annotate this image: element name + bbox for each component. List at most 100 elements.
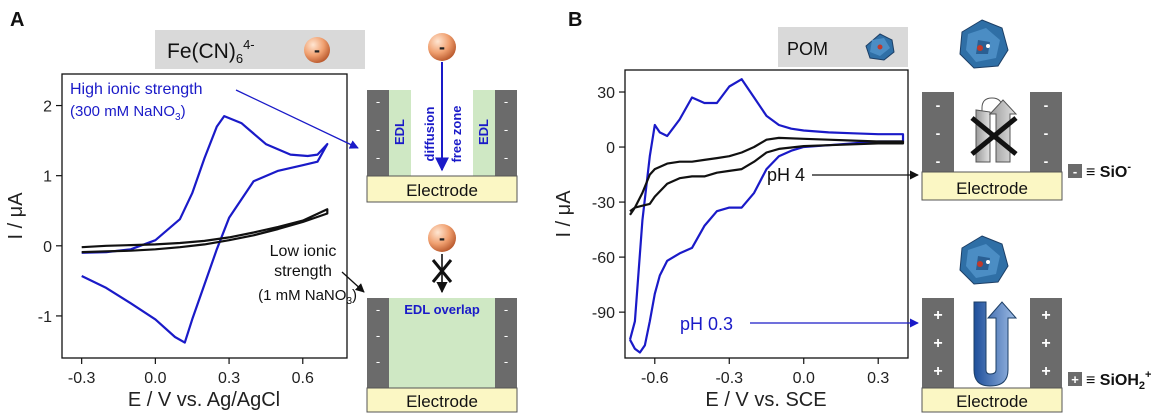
panel-a-species-label: Fe(CN)64- bbox=[167, 37, 255, 66]
u-turn-arrow-blue bbox=[973, 301, 1018, 387]
svg-text:-: - bbox=[504, 150, 508, 165]
chart-a-series bbox=[81, 115, 329, 344]
edl-right-label: EDL bbox=[476, 119, 491, 145]
pom-molecule-icon bbox=[865, 33, 895, 61]
cv-curve-black bbox=[629, 136, 905, 216]
panel-b-header: POM bbox=[778, 27, 908, 67]
y-tick-label: 0 bbox=[606, 140, 615, 157]
legend-positive-surface: + ≡ SiOH2+ bbox=[1068, 369, 1151, 392]
svg-text:-: - bbox=[376, 354, 380, 369]
cv-curve-blue bbox=[628, 78, 905, 354]
svg-text:+: + bbox=[933, 335, 942, 352]
electrode-a-top bbox=[366, 175, 518, 203]
low-ionic-concentration: (1 mM NaNO3) bbox=[258, 287, 357, 307]
svg-text:+: + bbox=[1041, 335, 1050, 352]
electrode-b-top-label: Electrode bbox=[956, 179, 1028, 198]
y-tick-label: -90 bbox=[592, 305, 615, 322]
edl-overlap-label: EDL overlap bbox=[404, 302, 480, 317]
electrode-b-bottom-label: Electrode bbox=[956, 392, 1028, 411]
y-tick-label: 30 bbox=[597, 85, 615, 102]
chart-b-ticks: -0.6 -0.3 0.0 0.3 -90 -60 -30 0 30 bbox=[592, 85, 890, 387]
low-ionic-label-line1: Low ionic bbox=[270, 243, 337, 260]
svg-text:-: - bbox=[376, 328, 380, 343]
svg-text:+: + bbox=[1041, 307, 1050, 324]
x-tick-label: 0.3 bbox=[867, 370, 889, 387]
svg-text:-: - bbox=[504, 302, 508, 317]
chart-a-ticks: -0.3 0.0 0.3 0.6 -1 0 1 2 bbox=[38, 99, 314, 387]
anion-icon: - bbox=[304, 37, 330, 63]
svg-text:-: - bbox=[439, 37, 445, 57]
svg-text:+: + bbox=[933, 363, 942, 380]
x-tick-label: 0.0 bbox=[144, 370, 166, 387]
svg-text:-: - bbox=[376, 122, 380, 137]
svg-text:-: - bbox=[504, 354, 508, 369]
blocked-cross-icon bbox=[970, 116, 1018, 156]
electrode-a-top-label: Electrode bbox=[406, 181, 478, 200]
high-ionic-pointer-arrow bbox=[235, 89, 359, 149]
panel-a-header-box bbox=[155, 30, 365, 69]
cv-curve-blue bbox=[81, 115, 329, 344]
legend-negative-surface: - ≡ SiO- bbox=[1068, 161, 1131, 181]
anion-icon: - bbox=[428, 224, 456, 252]
svg-text:-: - bbox=[314, 40, 320, 60]
chart-b-xlabel: E / V vs. SCE bbox=[705, 389, 826, 411]
y-tick-label: 2 bbox=[43, 99, 52, 116]
svg-text:≡ SiOH2+: ≡ SiOH2+ bbox=[1086, 369, 1151, 392]
ph03-label: pH 0.3 bbox=[680, 314, 733, 334]
svg-text:+: + bbox=[1071, 372, 1079, 387]
chart-b-ylabel: I / μA bbox=[553, 190, 575, 238]
x-tick-label: -0.3 bbox=[715, 370, 743, 387]
svg-text:-: - bbox=[376, 302, 380, 317]
svg-text:+: + bbox=[933, 307, 942, 324]
svg-text:-: - bbox=[1073, 164, 1077, 179]
ph4-label: pH 4 bbox=[767, 165, 805, 185]
x-tick-label: 0.0 bbox=[793, 370, 815, 387]
svg-text:-: - bbox=[1044, 97, 1049, 113]
svg-text:-: - bbox=[439, 228, 445, 248]
svg-text:+: + bbox=[1041, 363, 1050, 380]
low-ionic-label-line2: strength bbox=[274, 263, 332, 280]
chart-b: -0.6 -0.3 0.0 0.3 -90 -60 -30 0 30 E / V vs. SCE… bbox=[553, 69, 909, 411]
svg-text:-: - bbox=[936, 125, 941, 141]
svg-text:-: - bbox=[936, 153, 941, 169]
panel-a-letter: A bbox=[10, 9, 24, 31]
free-zone-label: free zone bbox=[449, 105, 464, 162]
schematic-b-top: - - - - - - Electrode bbox=[921, 19, 1063, 201]
y-tick-label: -30 bbox=[592, 195, 615, 212]
high-ionic-concentration: (300 mM NaNO3) bbox=[70, 103, 186, 123]
schematic-a-bottom: - - - - - - - EDL overlap Electrode bbox=[366, 224, 518, 413]
x-tick-label: -0.3 bbox=[68, 370, 96, 387]
electrode-b-bottom bbox=[921, 387, 1063, 413]
blocked-cross-icon bbox=[431, 259, 453, 283]
svg-text:≡ SiO-: ≡ SiO- bbox=[1086, 161, 1131, 181]
anion-icon: - bbox=[428, 33, 456, 61]
x-tick-label: -0.6 bbox=[641, 370, 669, 387]
schematic-a-top: - - - - - - EDL EDL diffusion free zone … bbox=[366, 33, 518, 203]
svg-text:-: - bbox=[504, 328, 508, 343]
electrode-b-top bbox=[921, 171, 1063, 201]
svg-text:-: - bbox=[376, 94, 380, 109]
electrode-a-bottom-label: Electrode bbox=[406, 392, 478, 411]
chart-b-plot-frame bbox=[624, 69, 909, 359]
chart-a-plot-frame bbox=[61, 73, 348, 359]
electrode-a-bottom bbox=[366, 387, 518, 413]
pom-molecule-icon bbox=[959, 235, 1009, 285]
schematic-b-bottom: + + + + + + Electrode bbox=[921, 235, 1063, 413]
chart-a-xlabel: E / V vs. Ag/AgCl bbox=[128, 389, 280, 411]
svg-text:-: - bbox=[504, 94, 508, 109]
svg-text:-: - bbox=[936, 97, 941, 113]
panel-b-species-label: POM bbox=[787, 39, 828, 59]
panel-b-letter: B bbox=[568, 9, 582, 31]
svg-text:-: - bbox=[504, 122, 508, 137]
edl-left-label: EDL bbox=[392, 119, 407, 145]
high-ionic-label: High ionic strength bbox=[70, 81, 203, 98]
panel-a-header: Fe(CN)64- - bbox=[155, 30, 365, 69]
pom-molecule-icon bbox=[959, 19, 1009, 69]
chart-a-ylabel: I / μA bbox=[5, 192, 27, 240]
y-tick-label: 1 bbox=[43, 169, 52, 186]
y-tick-label: -1 bbox=[38, 309, 52, 326]
svg-text:-: - bbox=[1044, 125, 1049, 141]
low-ionic-pointer-arrow bbox=[341, 271, 365, 293]
chart-b-series bbox=[628, 78, 905, 354]
